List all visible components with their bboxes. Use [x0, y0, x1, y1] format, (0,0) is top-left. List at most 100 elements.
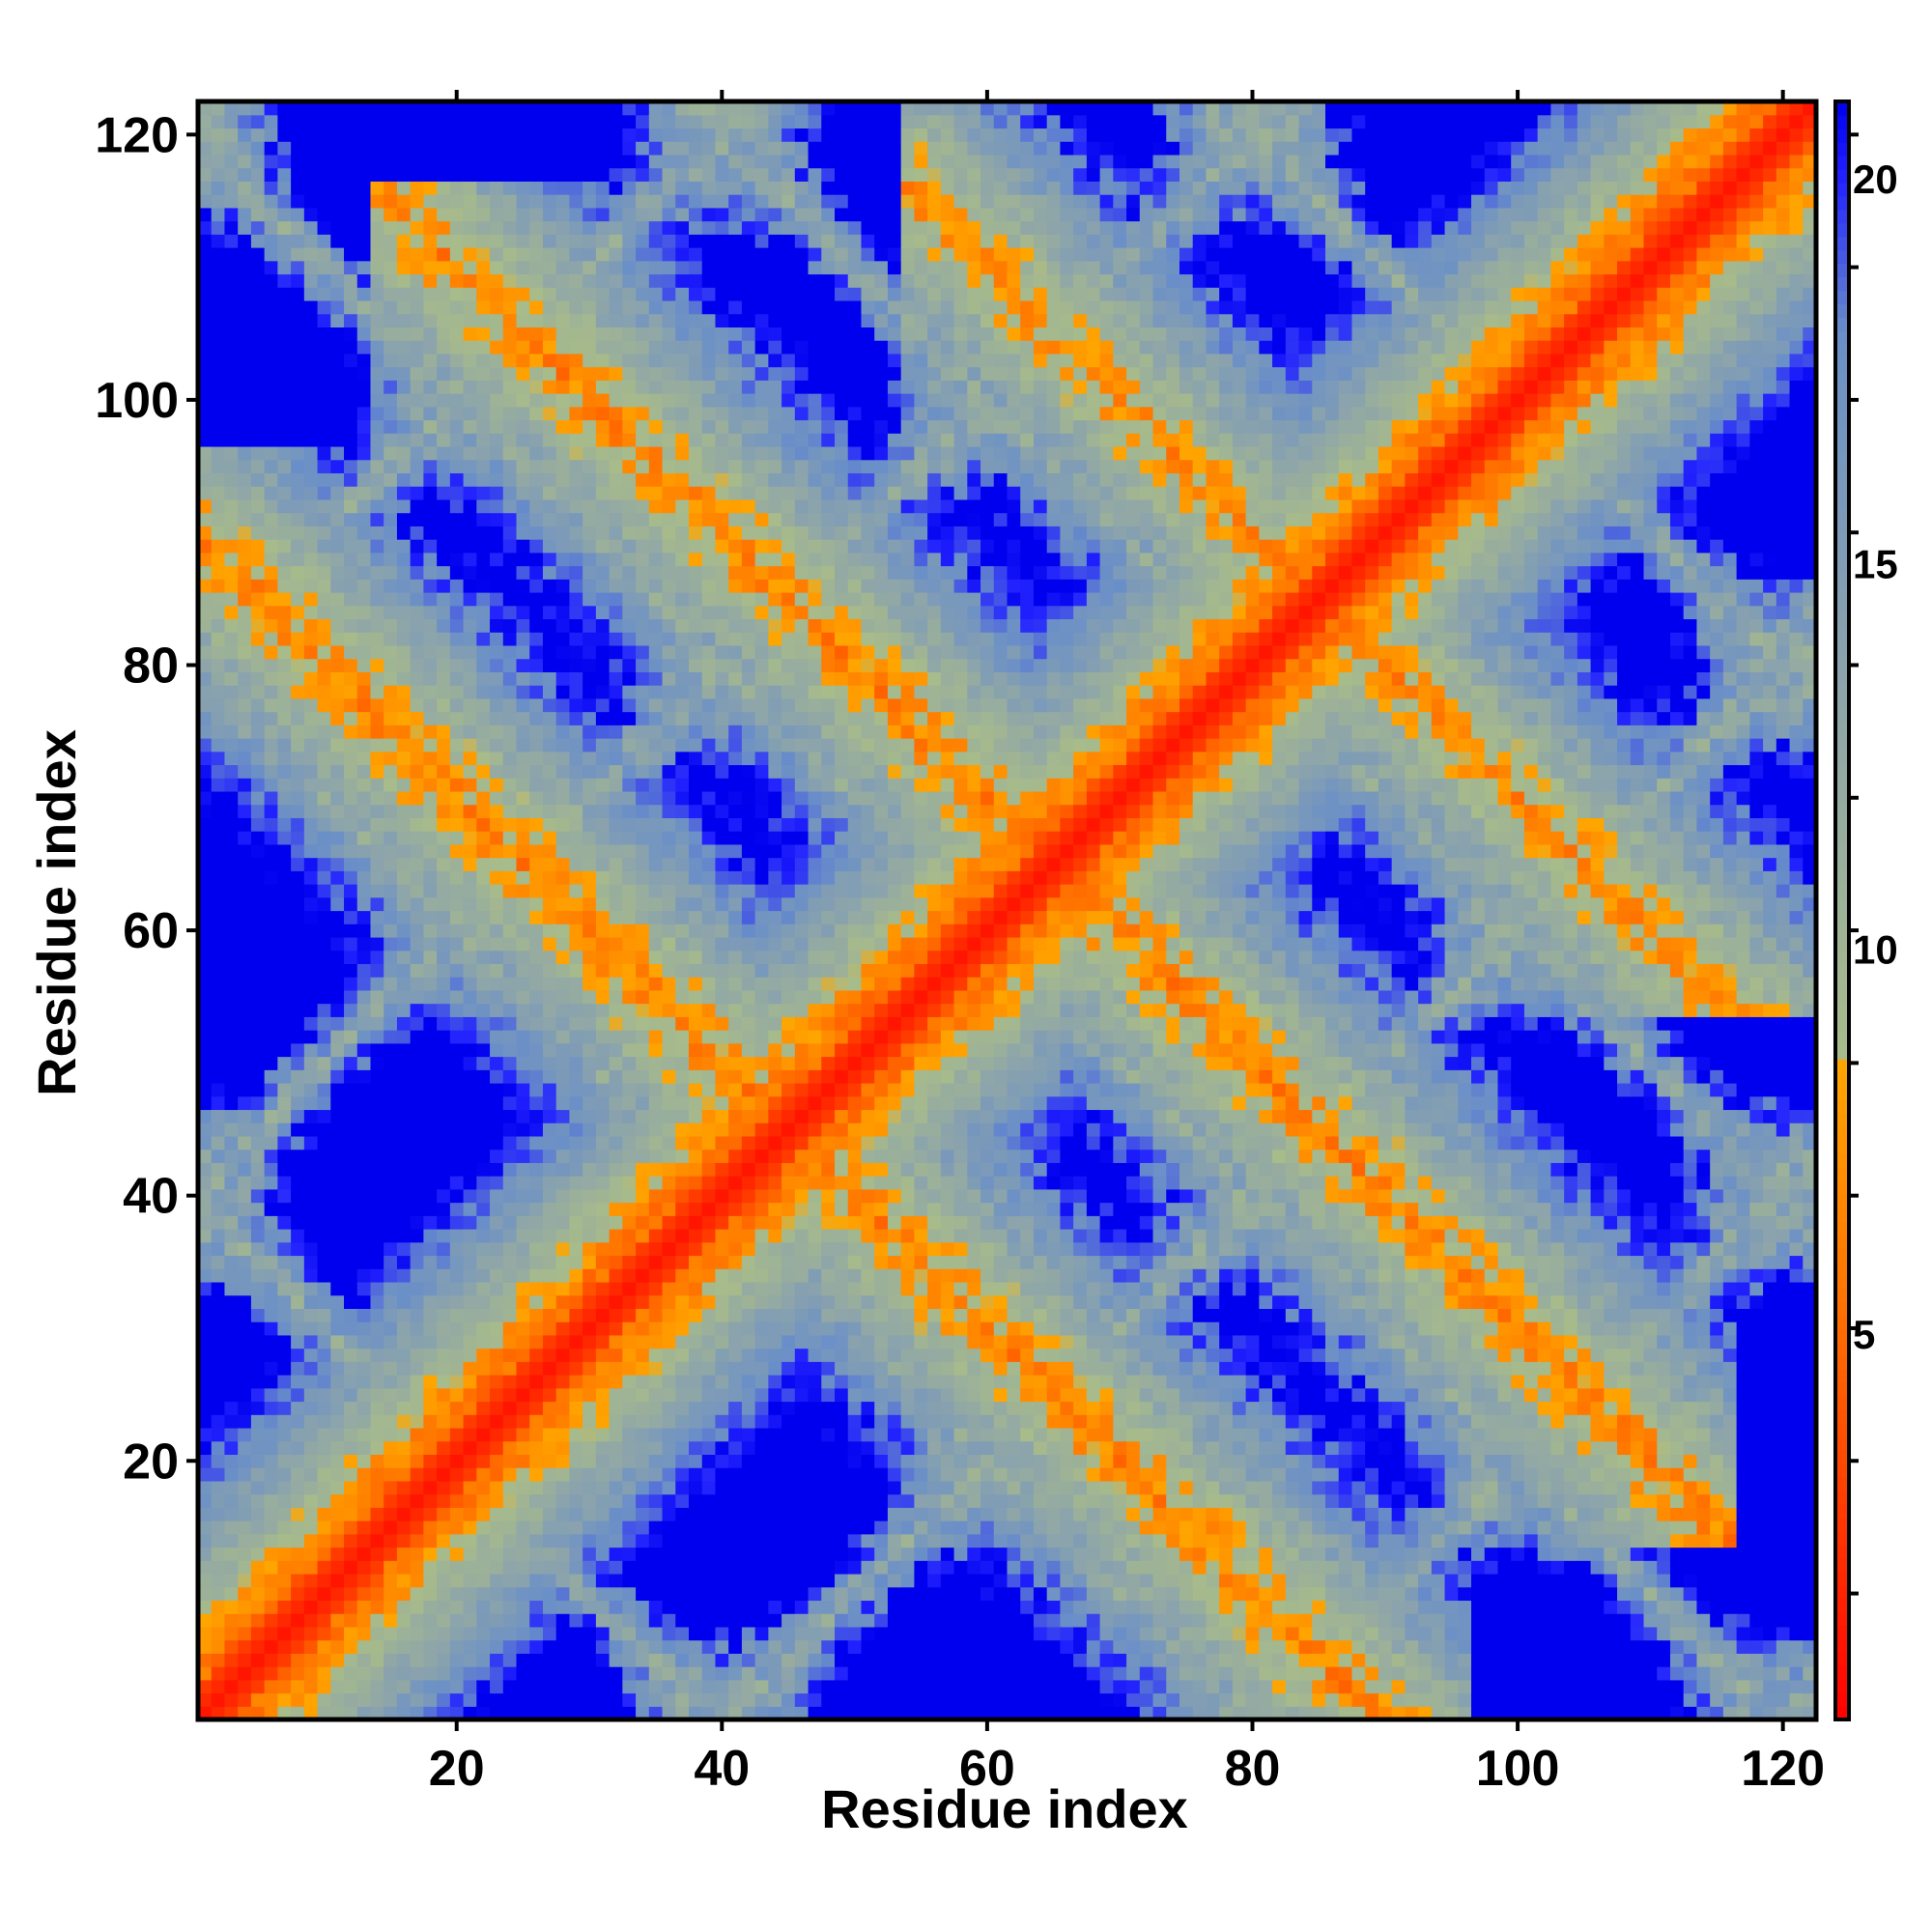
heatmap-cell — [609, 1188, 623, 1204]
heatmap-cell — [542, 923, 557, 938]
heatmap-cell — [609, 1229, 623, 1243]
heatmap-cell — [410, 472, 425, 487]
heatmap-cell — [529, 843, 544, 859]
heatmap-cell — [555, 1414, 571, 1429]
heatmap-cell — [277, 526, 292, 540]
heatmap-cell — [609, 472, 623, 487]
heatmap-cell — [356, 234, 372, 248]
heatmap-cell — [516, 1454, 530, 1468]
heatmap-cell — [662, 353, 676, 368]
heatmap-cell — [636, 167, 650, 182]
heatmap-cell — [582, 1241, 597, 1257]
heatmap-cell — [595, 711, 611, 725]
heatmap-cell — [636, 1003, 650, 1017]
heatmap-cell — [410, 1520, 425, 1535]
heatmap-cell — [636, 393, 650, 408]
heatmap-cell — [715, 433, 729, 447]
heatmap-cell — [648, 579, 664, 593]
heatmap-cell — [542, 1613, 557, 1628]
heatmap-cell — [423, 764, 438, 779]
heatmap-cell — [529, 526, 544, 540]
heatmap-cell — [370, 234, 384, 248]
heatmap-cell — [555, 393, 571, 408]
heatmap-cell — [449, 936, 465, 952]
heatmap-cell — [490, 1281, 504, 1296]
heatmap-cell — [291, 1401, 305, 1415]
heatmap-cell — [595, 605, 611, 620]
heatmap-cell — [370, 778, 384, 792]
heatmap-cell — [529, 870, 544, 885]
heatmap-cell — [370, 632, 384, 646]
heatmap-cell — [277, 181, 292, 195]
heatmap-cell — [609, 751, 623, 766]
heatmap-cell — [303, 644, 319, 660]
heatmap-cell — [529, 380, 544, 394]
heatmap-cell — [542, 632, 557, 646]
heatmap-cell — [264, 539, 278, 554]
heatmap-cell — [516, 896, 530, 912]
heatmap-cell — [595, 526, 611, 540]
heatmap-cell — [423, 1560, 438, 1575]
heatmap-cell — [609, 1440, 623, 1456]
heatmap-cell — [675, 1679, 690, 1694]
heatmap-cell — [291, 1613, 305, 1628]
heatmap-cell — [264, 353, 278, 368]
heatmap-cell — [529, 419, 544, 434]
heatmap-cell — [516, 1414, 530, 1429]
heatmap-cell — [211, 1600, 226, 1614]
heatmap-cell — [437, 445, 451, 461]
heatmap-cell — [291, 1679, 305, 1694]
heatmap-cell — [648, 843, 664, 859]
heatmap-cell — [622, 977, 637, 991]
heatmap-cell — [715, 1162, 729, 1177]
heatmap-cell — [529, 738, 544, 753]
heatmap-cell — [715, 1361, 729, 1376]
heatmap-cell — [636, 1586, 650, 1602]
heatmap-cell — [384, 181, 398, 195]
heatmap-cell — [595, 1586, 611, 1602]
heatmap-cell — [555, 445, 571, 461]
heatmap-cell — [356, 1241, 372, 1257]
heatmap-cell — [516, 658, 530, 672]
heatmap-cell — [542, 778, 557, 792]
heatmap-cell — [437, 711, 451, 725]
heatmap-cell — [384, 1586, 398, 1602]
heatmap-cell — [211, 445, 226, 461]
heatmap-cell — [582, 128, 597, 142]
heatmap-cell — [437, 299, 451, 315]
heatmap-cell — [728, 1188, 743, 1204]
heatmap-cell — [277, 1547, 292, 1561]
heatmap-cell — [529, 1653, 544, 1667]
heatmap-cell — [356, 910, 372, 924]
heatmap-cell — [356, 539, 372, 554]
heatmap-cell — [609, 1467, 623, 1482]
heatmap-cell — [224, 1480, 239, 1495]
heatmap-cell — [317, 605, 331, 620]
heatmap-cell — [370, 366, 384, 381]
heatmap-cell — [384, 1427, 398, 1442]
heatmap-cell — [370, 380, 384, 394]
heatmap-cell — [662, 299, 676, 315]
heatmap-cell — [502, 963, 518, 978]
heatmap-cell — [636, 1255, 650, 1269]
heatmap-cell — [410, 1069, 425, 1084]
heatmap-cell — [264, 685, 278, 699]
heatmap-cell — [224, 353, 239, 368]
heatmap-cell — [211, 512, 226, 526]
heatmap-cell — [715, 247, 729, 262]
heatmap-cell — [648, 565, 664, 580]
heatmap-cell — [317, 1547, 331, 1561]
heatmap-cell — [542, 658, 557, 672]
heatmap-cell — [516, 167, 530, 182]
heatmap-cell — [238, 697, 252, 713]
heatmap-cell — [542, 406, 557, 421]
heatmap-cell — [198, 843, 213, 859]
heatmap-cell — [344, 1122, 358, 1137]
heatmap-cell — [250, 1440, 266, 1456]
heatmap-cell — [675, 1666, 690, 1681]
heatmap-cell — [344, 1202, 358, 1216]
heatmap-cell — [662, 605, 676, 620]
heatmap-cell — [715, 366, 729, 381]
heatmap-cell — [277, 393, 292, 408]
heatmap-cell — [728, 1268, 743, 1283]
